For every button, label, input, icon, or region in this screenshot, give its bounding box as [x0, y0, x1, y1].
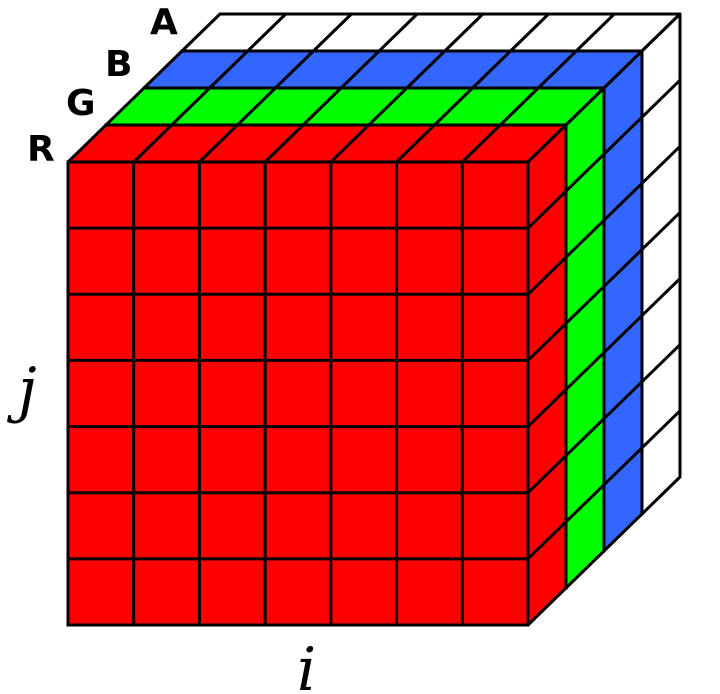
axis-label-j: j [7, 355, 37, 425]
grid-line [564, 417, 606, 457]
grid-line [246, 12, 287, 53]
grid-line [564, 285, 606, 325]
grid-line [564, 219, 606, 259]
grid-line [640, 79, 682, 119]
grid-line [640, 409, 682, 449]
layer-b-top-face [142, 49, 644, 90]
grid-line [198, 123, 239, 164]
layer-r-top-face [66, 123, 568, 164]
grid-line [602, 314, 644, 354]
grid-line [312, 12, 353, 53]
grid-line [564, 351, 606, 391]
grid-line [274, 49, 315, 90]
grid-line [602, 182, 644, 222]
grid-line [526, 322, 568, 362]
grid-line [170, 86, 211, 127]
layer-label-a: A [150, 2, 178, 43]
grid-line [433, 86, 474, 127]
grid-line [602, 446, 644, 486]
grid-line [526, 190, 568, 230]
grid-line [602, 248, 644, 288]
grid-line [443, 12, 484, 53]
grid-line [509, 12, 550, 53]
grid-line [564, 483, 606, 523]
layer-label-r: R [27, 129, 55, 170]
grid-line [526, 520, 568, 560]
grid-line [461, 123, 502, 164]
grid-line [564, 153, 606, 193]
grid-line [640, 277, 682, 317]
grid-line [405, 49, 446, 90]
grid-line [640, 145, 682, 185]
grid-line [132, 123, 173, 164]
axis-label-i: i [297, 635, 316, 694]
grid-line [378, 12, 419, 53]
grid-line [602, 116, 644, 156]
layer-label-b: B [105, 44, 132, 85]
layer-r [66, 123, 568, 627]
layer-g-top-face [104, 86, 606, 127]
grid-line [367, 86, 408, 127]
grid-line [471, 49, 512, 90]
layer-r-front-face [66, 160, 530, 627]
grid-line [329, 123, 370, 164]
grid-line [602, 380, 644, 420]
grid-line [208, 49, 249, 90]
layer-r-right-face [526, 123, 568, 627]
layer-b-right-face [602, 49, 644, 553]
layers-group [66, 12, 682, 627]
grid-line [640, 211, 682, 251]
layer-a-right-face [640, 12, 682, 516]
grid-line [236, 86, 277, 127]
grid-line [526, 256, 568, 296]
layer-label-g: G [66, 83, 96, 124]
grid-line [302, 86, 343, 127]
grid-line [537, 49, 578, 90]
grid-line [340, 49, 381, 90]
layer-a-top-face [180, 12, 682, 53]
grid-line [499, 86, 540, 127]
grid-line [526, 454, 568, 494]
layer-g-right-face [564, 86, 606, 590]
grid-line [575, 12, 616, 53]
grid-line [526, 388, 568, 428]
grid-line [395, 123, 436, 164]
grid-line [640, 343, 682, 383]
grid-line [264, 123, 305, 164]
